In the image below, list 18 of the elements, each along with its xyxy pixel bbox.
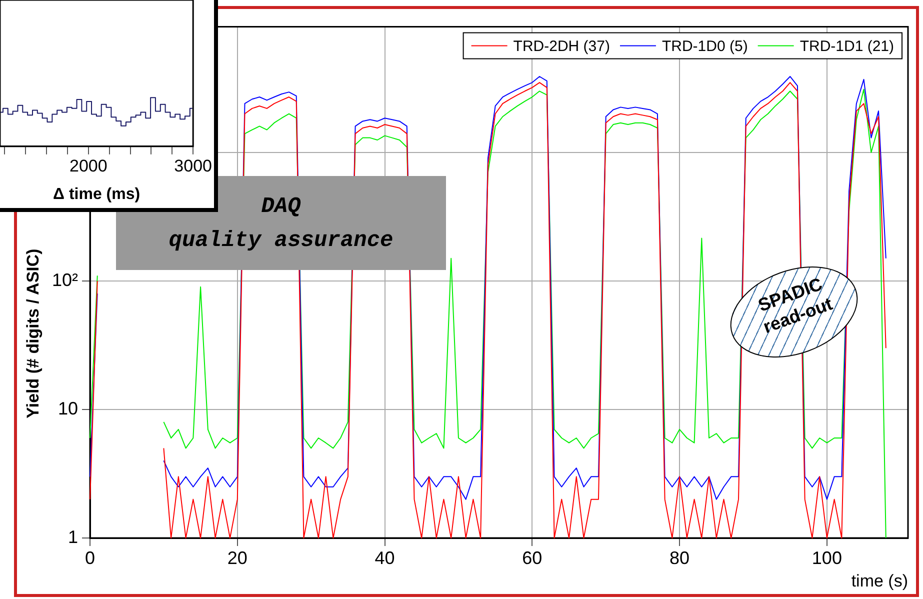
y-tick-label: 10: [58, 398, 78, 418]
y-tick-label: 1: [68, 526, 78, 547]
y-tick-label: 10²: [52, 270, 78, 290]
legend-label: TRD-1D1 (21): [800, 38, 894, 55]
annotation: DAQ quality assurance: [168, 194, 394, 253]
x-axis-title: Δ time (ms): [53, 186, 140, 203]
x-tick-label: 60: [522, 548, 542, 568]
x-axis-title: time (s): [851, 571, 908, 590]
x-tick-label: 100: [812, 548, 842, 568]
y-axis-title: Yield (# digits / ASIC): [24, 248, 43, 418]
x-tick-label: 0: [84, 548, 96, 568]
x-tick-label: 80: [670, 548, 690, 568]
legend-label: TRD-2DH (37): [513, 38, 610, 55]
x-tick-label: 3000: [174, 156, 212, 176]
x-tick-label: 2000: [70, 156, 108, 176]
legend-label: TRD-1D0 (5): [662, 38, 748, 55]
x-tick-label: 40: [374, 548, 395, 568]
x-tick-label: 20: [227, 548, 248, 568]
